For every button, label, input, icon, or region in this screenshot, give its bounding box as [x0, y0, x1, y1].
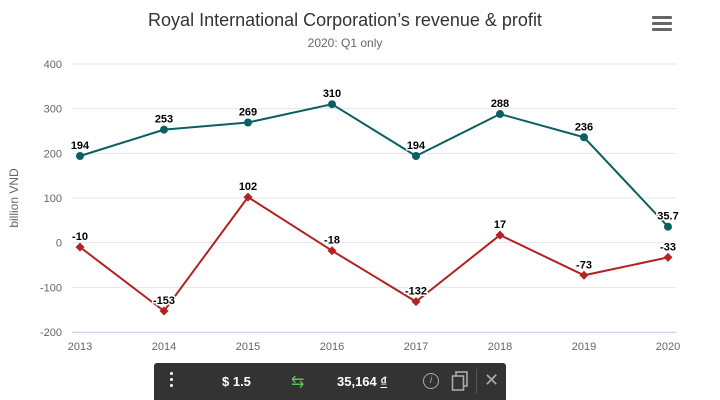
chart-subtitle: 2020: Q1 only: [307, 36, 383, 50]
data-label: 288: [491, 98, 509, 110]
x-tick-label: 2020: [656, 341, 680, 353]
data-point-marker: [663, 252, 673, 262]
data-label: 17: [494, 219, 506, 231]
data-label: -73: [576, 259, 592, 271]
data-label: -132: [405, 286, 427, 298]
converter-from-value: $ 1.5: [222, 374, 251, 389]
y-tick-label: 0: [56, 238, 62, 250]
data-label: 35.7: [657, 211, 678, 223]
converter-to-value: 35,164 ₫: [337, 374, 387, 389]
y-tick-label: -100: [40, 282, 62, 294]
data-label: 194: [407, 140, 426, 152]
data-point-marker: [496, 110, 504, 119]
data-point-marker: [160, 125, 168, 134]
x-tick-label: 2014: [152, 341, 176, 353]
data-label: -153: [153, 295, 175, 307]
data-point-marker: [159, 306, 169, 316]
x-tick-label: 2013: [68, 341, 92, 353]
close-icon[interactable]: ✕: [484, 370, 500, 390]
chart-title: Royal International Corporation’s revenu…: [148, 10, 542, 30]
y-tick-label: 200: [44, 148, 62, 160]
data-point-marker: [327, 246, 337, 256]
series-line: [79, 103, 669, 228]
converter-to-currency: ₫: [380, 374, 388, 389]
info-icon[interactable]: i: [423, 373, 439, 389]
data-point-marker: [579, 270, 589, 280]
currency-converter-bar: $ 1.5 ⇆ 35,164 ₫ i ✕: [154, 363, 506, 400]
data-label: 310: [323, 88, 341, 100]
data-point-marker: [580, 133, 588, 142]
data-label: 194: [71, 140, 90, 152]
y-tick-label: 400: [44, 59, 62, 71]
copy-icon[interactable]: [451, 371, 469, 391]
data-point-marker: [244, 118, 252, 127]
x-tick-label: 2016: [320, 341, 344, 353]
data-point-marker: [243, 192, 253, 202]
series-line: [79, 195, 669, 313]
data-label: -10: [72, 231, 88, 243]
data-label: 236: [575, 121, 593, 133]
x-tick-label: 2015: [236, 341, 260, 353]
converter-divider: [476, 369, 477, 394]
y-tick-label: -200: [40, 327, 62, 339]
y-tick-label: 100: [44, 193, 62, 205]
data-point-marker: [411, 297, 421, 307]
data-label: 102: [239, 181, 257, 193]
converter-to-amount: 35,164: [337, 374, 377, 389]
swap-arrows-icon[interactable]: ⇆: [291, 374, 305, 391]
data-label: 269: [239, 107, 257, 119]
data-label: -33: [660, 241, 676, 253]
data-point-marker: [75, 242, 85, 252]
data-label: -18: [324, 235, 340, 247]
data-point-marker: [412, 152, 420, 161]
x-tick-label: 2017: [404, 341, 428, 353]
vertical-dots-icon[interactable]: [168, 370, 174, 392]
x-tick-label: 2018: [488, 341, 512, 353]
data-point-marker: [328, 100, 336, 109]
chart-menu-hamburger-icon[interactable]: [652, 16, 672, 34]
y-tick-label: 300: [44, 104, 62, 116]
y-axis-label: billion VND: [7, 168, 21, 228]
data-point-marker: [664, 222, 672, 231]
x-tick-label: 2019: [572, 341, 596, 353]
data-point-marker: [76, 152, 84, 161]
data-point-marker: [495, 230, 505, 240]
data-label: 253: [155, 114, 173, 126]
